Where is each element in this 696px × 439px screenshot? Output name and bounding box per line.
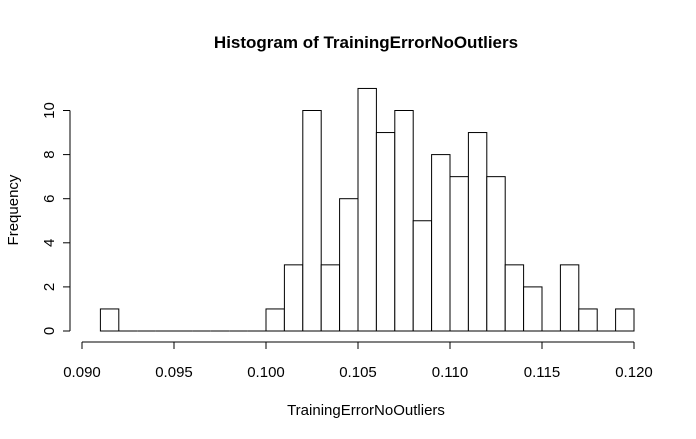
x-tick-label: 0.105: [339, 364, 377, 381]
histogram-bar: [394, 110, 414, 332]
y-tick-label: 10: [41, 102, 58, 119]
histogram-bar: [412, 220, 433, 332]
histogram-bar: [283, 264, 304, 332]
y-axis: 0 2 4 6 8 10: [41, 102, 71, 335]
x-tick-label: 0.100: [247, 364, 285, 381]
histogram-bar: [504, 264, 525, 332]
y-tick-label: 8: [41, 150, 58, 158]
x-axis: 0.090 0.095 0.100 0.105 0.110 0.115 0.120: [63, 341, 653, 381]
x-axis-label: TrainingErrorNoOutliers: [287, 402, 445, 419]
histogram-bar: [375, 132, 396, 332]
histogram-bar: [302, 110, 322, 332]
y-tick-label: 4: [41, 239, 58, 247]
histogram-bar: [559, 264, 580, 332]
bars-group: [99, 87, 635, 332]
x-tick-label: 0.095: [155, 364, 193, 381]
y-tick-label: 6: [41, 195, 58, 203]
histogram-bar: [486, 176, 506, 332]
histogram-bar: [431, 154, 451, 332]
histogram-bar: [339, 198, 359, 332]
histogram-bar: [578, 308, 598, 332]
chart-title: Histogram of TrainingErrorNoOutliers: [214, 33, 518, 52]
histogram-bar: [523, 286, 543, 332]
histogram-bar: [449, 176, 469, 332]
x-tick-label: 0.115: [524, 364, 560, 381]
y-axis-label: Frequency: [5, 174, 22, 245]
x-tick-label: 0.090: [63, 364, 101, 381]
x-tick-label: 0.120: [615, 364, 653, 381]
y-tick-label: 2: [41, 283, 58, 291]
histogram-bar: [615, 308, 635, 332]
histogram-bar: [99, 308, 120, 332]
x-tick-label: 0.110: [432, 364, 468, 381]
histogram-bar: [357, 87, 377, 332]
histogram-bar: [265, 308, 285, 332]
histogram-bar: [467, 132, 488, 332]
y-tick-label: 0: [41, 327, 58, 335]
histogram-bar: [320, 264, 341, 332]
